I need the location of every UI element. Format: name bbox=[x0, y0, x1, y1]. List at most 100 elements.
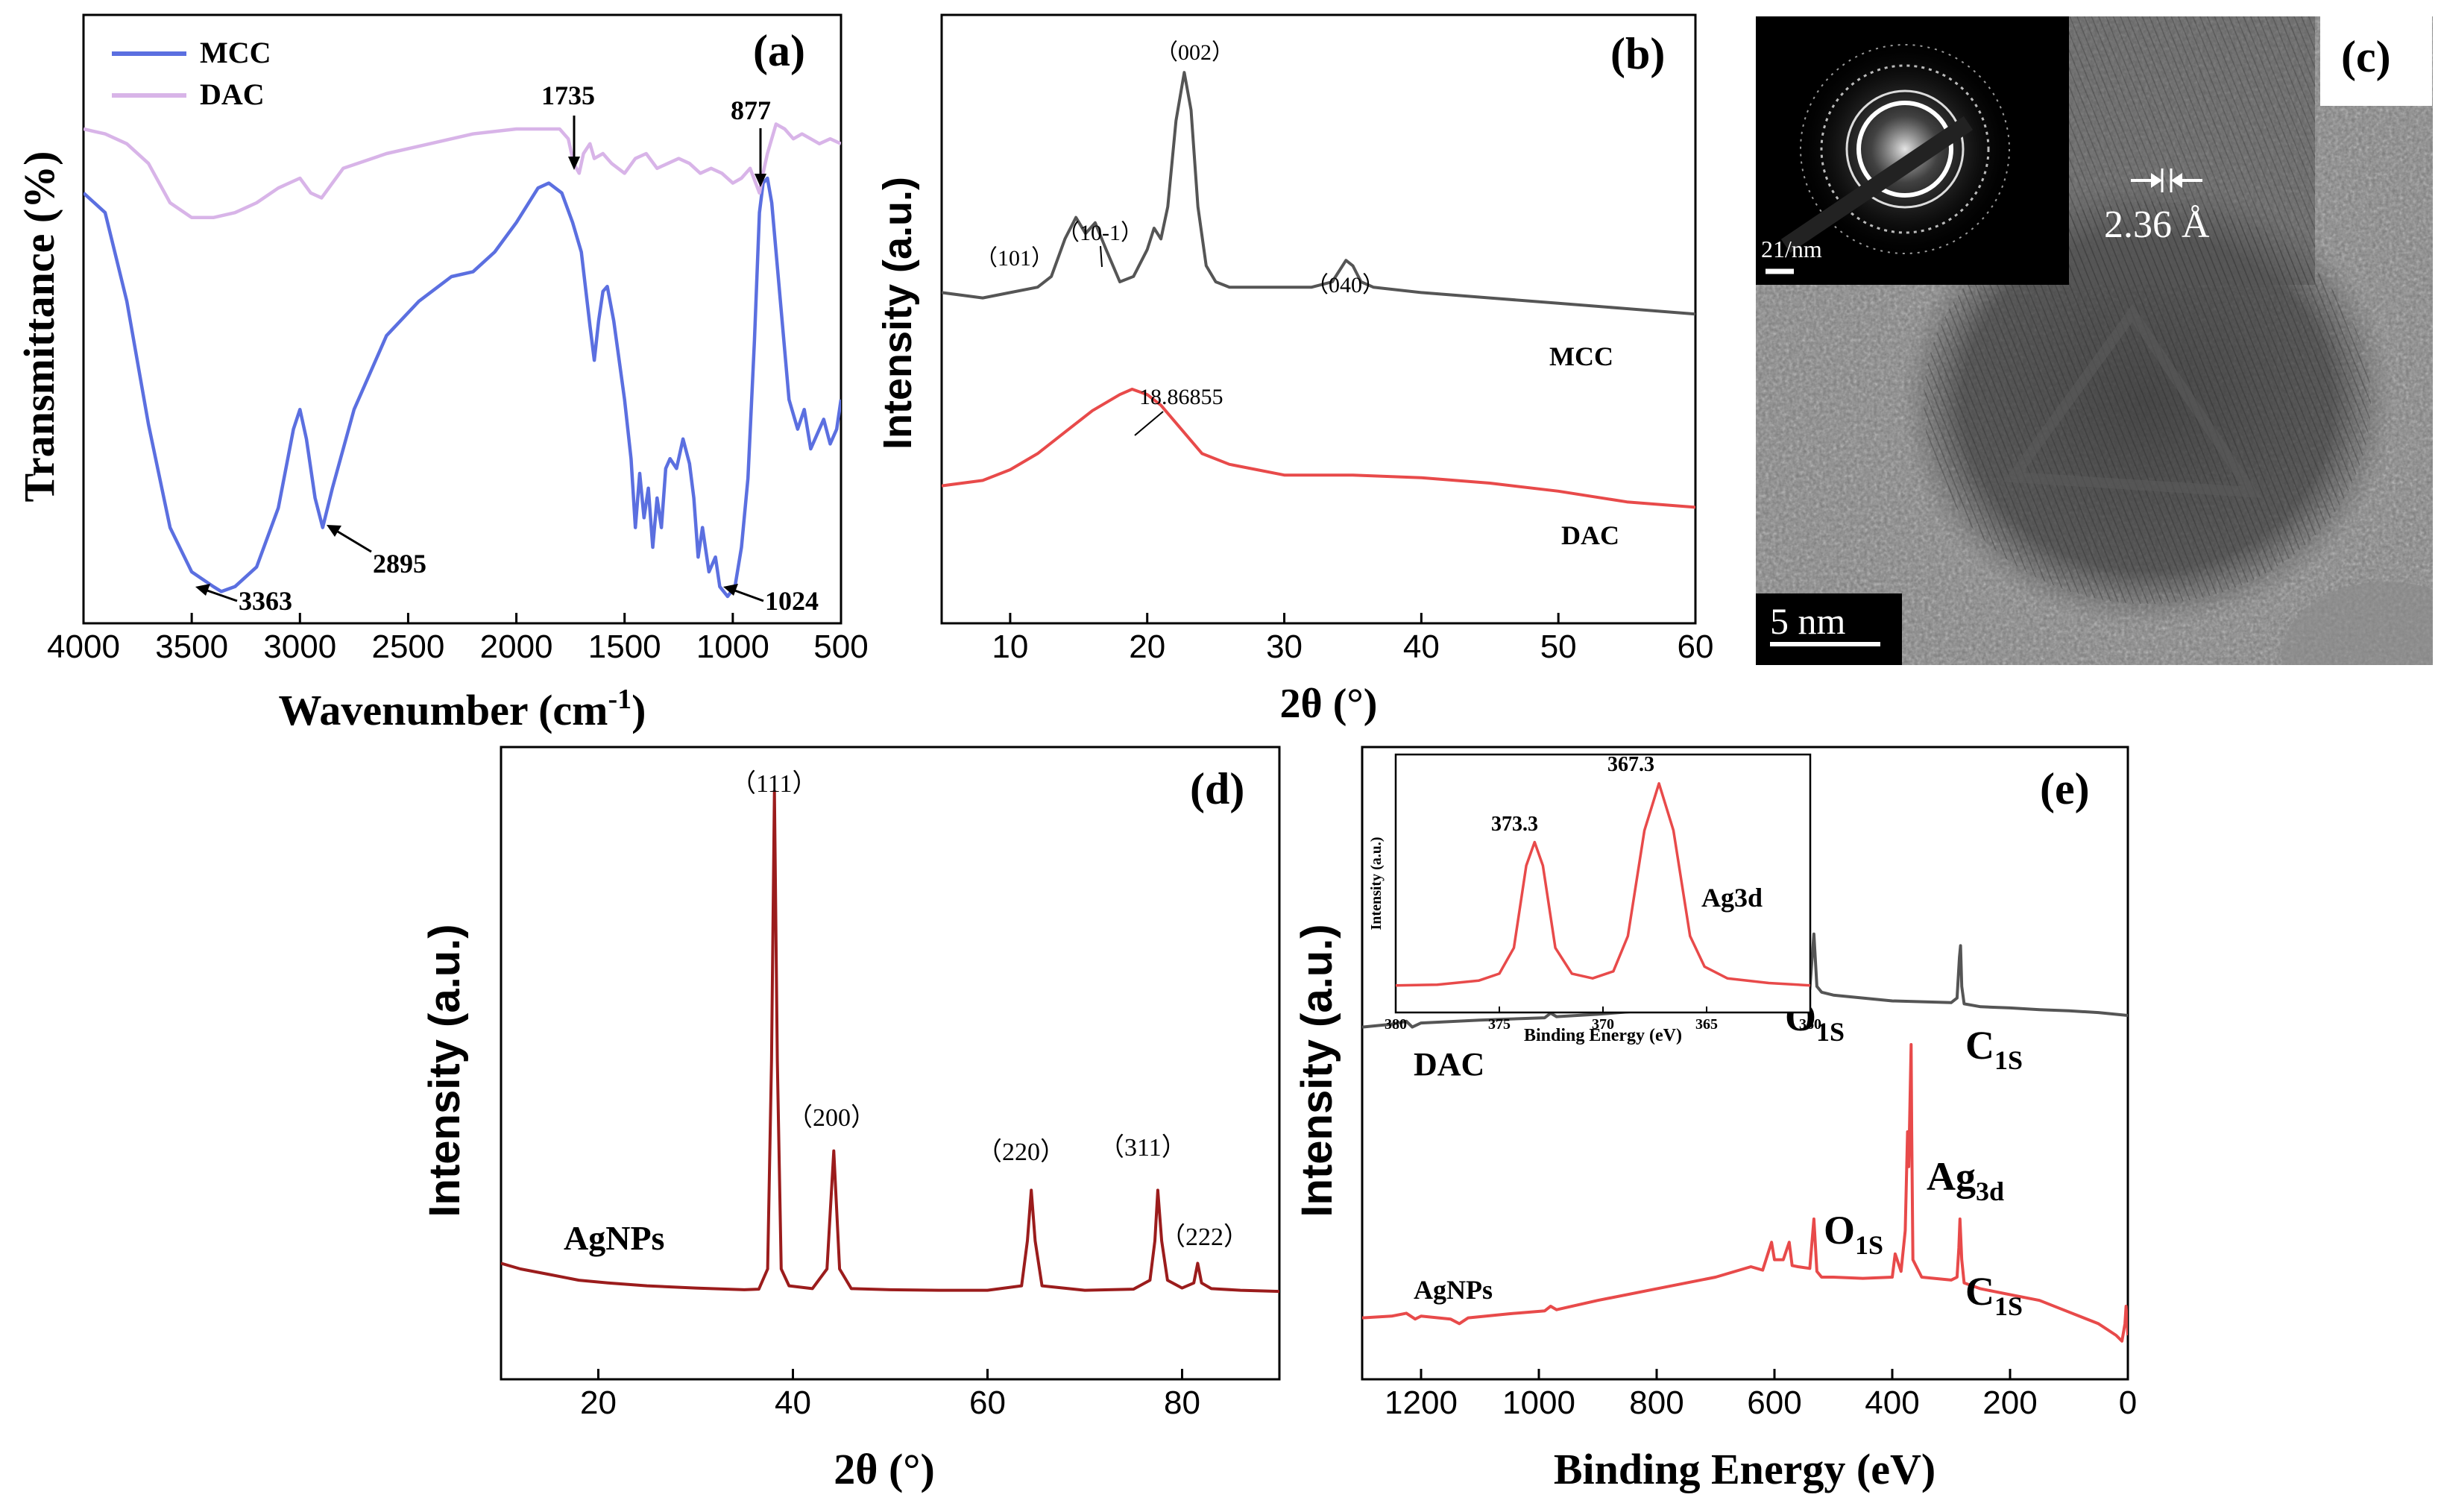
panel-a-label: (a) bbox=[753, 26, 805, 75]
panel-e-inset: 380 375 370 365 360 Intensity (a.u.) Binding… bbox=[1368, 753, 1821, 1045]
saed-scale-label: 21/nm bbox=[1761, 236, 1822, 262]
panel-b: 10 20 30 40 50 60 (b) Intensity (a.u.) 2θ (°)… bbox=[875, 13, 1713, 727]
inset-frame bbox=[1394, 753, 1812, 1014]
panel-d-peak-labels: （111） （200） （220） （311） （222） bbox=[731, 769, 1249, 1251]
panel-d-ylabel: Intensity (a.u.) bbox=[421, 924, 469, 1217]
label-ag-c1s: C1S bbox=[1965, 1269, 2023, 1321]
panel-b-peak-labels: （101） （10-1） （002） （040） 18.86855 bbox=[975, 40, 1385, 436]
panel-a: 4000 3500 3000 2500 2000 1500 1000 500 (a) Tran… bbox=[15, 13, 869, 734]
peak-label-220: （220） bbox=[977, 1138, 1065, 1166]
saed-pattern bbox=[1780, 37, 2017, 261]
panel-b-x-tick-label: 50 bbox=[1540, 629, 1577, 665]
panel-b-xticks: 10 20 30 40 50 60 bbox=[992, 613, 1713, 665]
panel-e: 1200 1000 800 600 400 200 0 (e) Intensity (a.u… bbox=[1293, 746, 2137, 1493]
panel-e-element-labels: O1S C1S Ag3d O1S C1S bbox=[1785, 995, 2023, 1321]
panel-a-x-tick-label: 2000 bbox=[480, 629, 553, 665]
label-ag3d: Ag3d bbox=[1927, 1154, 2004, 1206]
panel-d-plot bbox=[501, 790, 1279, 1294]
panel-d-label: (d) bbox=[1190, 764, 1244, 813]
scale-bar-label: 5 nm bbox=[1770, 600, 1846, 642]
label-ag-o1s: O1S bbox=[1824, 1208, 1883, 1260]
series-label-dac-e: DAC bbox=[1414, 1046, 1484, 1083]
panel-e-x-tick-label: 1000 bbox=[1502, 1385, 1575, 1421]
scale-bar-box bbox=[1756, 593, 1902, 665]
annotation-1024: 1024 bbox=[765, 586, 819, 616]
panel-a-xticks: 4000 3500 3000 2500 2000 1500 1000 500 bbox=[47, 613, 869, 665]
panel-e-x-tick-label: 600 bbox=[1747, 1385, 1801, 1421]
panel-b-x-tick-label: 20 bbox=[1129, 629, 1165, 665]
inset-x-tick-label: 365 bbox=[1695, 1016, 1718, 1033]
panel-a-x-tick-label: 3500 bbox=[155, 629, 228, 665]
peak-label-200: （200） bbox=[787, 1103, 876, 1132]
annotation-3363: 3363 bbox=[239, 586, 292, 616]
panel-e-plot bbox=[1362, 932, 2128, 1343]
series-label-mcc: MCC bbox=[1549, 341, 1613, 371]
panel-a-x-tick-label: 2500 bbox=[371, 629, 444, 665]
panel-b-ylabel: Intensity (a.u.) bbox=[875, 177, 920, 450]
label-dac-o1s: O1S bbox=[1785, 995, 1845, 1047]
panel-a-xlabel: Wavenumber (cm-1) bbox=[279, 684, 646, 734]
panel-c: 21/nm 2.36 Å (c) 5 nm bbox=[1756, 16, 2433, 665]
peak-label-111: （111） bbox=[731, 769, 817, 798]
panel-e-ylabel: Intensity (a.u.) bbox=[1293, 924, 1341, 1217]
label-dac-c1s: C1S bbox=[1965, 1023, 2023, 1075]
panel-e-label: (e) bbox=[2040, 764, 2090, 813]
panel-d-x-tick-label: 20 bbox=[580, 1385, 617, 1421]
panel-c-label-box bbox=[2320, 16, 2432, 106]
panel-b-frame bbox=[940, 13, 1697, 625]
panel-a-x-tick-label: 3000 bbox=[263, 629, 336, 665]
legend-mcc-label: MCC bbox=[200, 36, 271, 69]
panel-a-x-tick-label: 500 bbox=[813, 629, 868, 665]
lattice-spacing-label: 2.36 Å bbox=[2104, 204, 2210, 246]
inset-plot bbox=[1395, 782, 1811, 987]
inset-peak-367: 367.3 bbox=[1607, 753, 1654, 776]
annotation-18-86855: 18.86855 bbox=[1139, 385, 1223, 409]
inset-peak-373: 373.3 bbox=[1491, 813, 1538, 836]
inset-xlabel: Binding Energy (eV) bbox=[1524, 1026, 1682, 1045]
panel-b-x-tick-label: 60 bbox=[1678, 629, 1714, 665]
panel-e-x-tick-label: 200 bbox=[1982, 1385, 2037, 1421]
panel-d: 20 40 60 80 (d) Intensity (a.u.) 2θ (°) （11… bbox=[421, 746, 1281, 1493]
panel-b-plot bbox=[942, 71, 1695, 509]
series-agnps-line bbox=[501, 790, 1279, 1294]
panel-a-annotations: 3363 2895 1735 877 1024 bbox=[195, 81, 819, 616]
annotation-1735: 1735 bbox=[541, 81, 595, 110]
panel-b-x-tick-label: 40 bbox=[1403, 629, 1440, 665]
panel-a-x-tick-label: 4000 bbox=[47, 629, 120, 665]
panel-e-x-tick-label: 1200 bbox=[1385, 1385, 1458, 1421]
panel-b-x-tick-label: 30 bbox=[1266, 629, 1303, 665]
panel-d-frame bbox=[500, 746, 1281, 1381]
peak-label-101: （101） bbox=[975, 246, 1053, 271]
annotation-877: 877 bbox=[731, 95, 771, 125]
panel-a-ylabel: Transmittance (%) bbox=[15, 151, 63, 503]
peak-label-002: （002） bbox=[1156, 40, 1234, 65]
peak-label-10-1: （10-1） bbox=[1057, 221, 1143, 245]
series-label-dac: DAC bbox=[1561, 520, 1619, 550]
panel-d-xlabel: 2θ (°) bbox=[834, 1445, 935, 1493]
peak-label-222: （222） bbox=[1160, 1223, 1249, 1251]
panel-c-label: (c) bbox=[2341, 32, 2391, 81]
panel-b-label: (b) bbox=[1610, 29, 1665, 78]
series-mcc-line bbox=[942, 71, 1695, 316]
panel-d-x-tick-label: 40 bbox=[775, 1385, 811, 1421]
series-dac-line bbox=[1362, 932, 2128, 1029]
panel-e-frame bbox=[1361, 746, 2129, 1381]
series-dac-line bbox=[942, 388, 1695, 509]
panel-b-x-tick-label: 10 bbox=[992, 629, 1028, 665]
inset-x-tick-label: 360 bbox=[1799, 1016, 1821, 1033]
inset-x-tick-label: 375 bbox=[1488, 1016, 1511, 1033]
panel-d-x-tick-label: 80 bbox=[1164, 1385, 1200, 1421]
panel-e-xticks: 1200 1000 800 600 400 200 0 bbox=[1385, 1369, 2137, 1421]
panel-d-x-tick-label: 60 bbox=[969, 1385, 1006, 1421]
series-dac-line bbox=[84, 122, 841, 220]
panel-e-xlabel: Binding Energy (eV) bbox=[1554, 1445, 1936, 1493]
panel-d-xticks: 20 40 60 80 bbox=[580, 1369, 1200, 1421]
inset-xticks: 380 375 370 365 360 bbox=[1385, 1007, 1821, 1033]
annotation-2895: 2895 bbox=[373, 549, 426, 579]
series-label-agnps-e: AgNPs bbox=[1414, 1275, 1493, 1305]
series-label-agnps: AgNPs bbox=[564, 1219, 664, 1257]
series-mcc-line bbox=[84, 176, 841, 599]
panel-a-x-tick-label: 1500 bbox=[588, 629, 661, 665]
inset-x-tick-label: 380 bbox=[1385, 1016, 1407, 1033]
